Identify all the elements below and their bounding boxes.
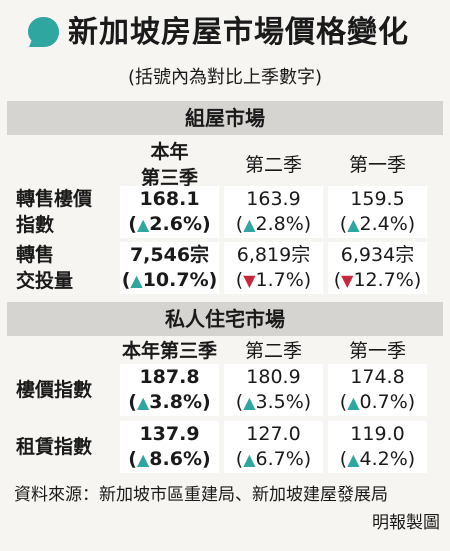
index-value: 174.8 — [350, 366, 405, 388]
triangle-down-icon: ▼ — [341, 271, 354, 290]
quarter-change: (▼1.7%) — [235, 269, 312, 291]
triangle-up-icon: ▲ — [136, 215, 150, 234]
index-value: 7,546宗 — [129, 244, 210, 266]
quarter-change: (▼12.7%) — [333, 269, 422, 291]
hdb-column-header: 第二季 — [244, 154, 302, 176]
private-value-cell: 137.9 (▲8.6%) — [120, 421, 219, 473]
private-value-cell: 180.9 (▲3.5%) — [224, 364, 323, 416]
quarter-change: (▲3.8%) — [128, 391, 211, 413]
index-value: 137.9 — [139, 423, 200, 445]
title-bar: 新加坡房屋市場價格變化 — [0, 0, 450, 74]
private-column-header: 第一季 — [348, 340, 406, 362]
triangle-down-icon: ▼ — [243, 271, 256, 290]
index-value: 180.9 — [246, 366, 301, 388]
private-column-header: 第二季 — [244, 340, 302, 362]
hdb-row-label: 轉售 交投量 — [16, 244, 74, 292]
hdb-column-header: 本年 第三季 — [140, 141, 198, 189]
page-title: 新加坡房屋市場價格變化 — [68, 15, 409, 50]
change-percent: 10.7% — [142, 269, 209, 291]
index-value: 119.0 — [350, 423, 405, 445]
hdb-value-cell: 6,934宗 (▼12.7%) — [328, 242, 427, 294]
triangle-up-icon: ▲ — [243, 215, 256, 234]
private-value-cell: 187.8 (▲3.8%) — [120, 364, 219, 416]
index-value: 159.5 — [350, 188, 405, 210]
quarter-change: (▲3.5%) — [235, 391, 312, 413]
source-note: 資料來源：新加坡市區重建局、新加坡建屋發展局 — [14, 485, 388, 505]
triangle-up-icon: ▲ — [136, 393, 150, 412]
hdb-value-cell: 163.9 (▲2.8%) — [224, 186, 323, 238]
quarter-change: (▲8.6%) — [128, 448, 211, 470]
graphic-credit: 明報製圖 — [372, 513, 440, 533]
change-percent: 2.8% — [255, 213, 304, 235]
quarter-change: (▲2.8%) — [235, 213, 312, 235]
quarter-change: (▲10.7%) — [121, 269, 218, 291]
speech-bubble-icon — [28, 17, 59, 47]
triangle-up-icon: ▲ — [243, 450, 256, 469]
triangle-up-icon: ▲ — [347, 393, 360, 412]
change-percent: 8.6% — [149, 448, 202, 470]
triangle-up-icon: ▲ — [347, 450, 360, 469]
hdb-value-cell: 6,819宗 (▼1.7%) — [224, 242, 323, 294]
hdb-column-header: 第一季 — [348, 154, 406, 176]
change-percent: 3.5% — [255, 391, 304, 413]
triangle-up-icon: ▲ — [136, 450, 150, 469]
index-value: 127.0 — [246, 423, 301, 445]
private-row-label: 租賃指數 — [16, 436, 93, 458]
index-value: 163.9 — [246, 188, 301, 210]
hdb-value-cell: 7,546宗 (▲10.7%) — [120, 242, 219, 294]
triangle-up-icon: ▲ — [243, 393, 256, 412]
change-percent: 12.7% — [353, 269, 414, 291]
index-value: 6,934宗 — [340, 244, 415, 266]
page-subtitle: (括號內為對比上季數字) — [127, 67, 323, 88]
hdb-value-cell: 168.1 (▲2.6%) — [120, 186, 219, 238]
change-percent: 1.7% — [255, 269, 304, 291]
index-value: 6,819宗 — [236, 244, 311, 266]
index-value: 187.8 — [139, 366, 200, 388]
change-percent: 0.7% — [359, 391, 408, 413]
private-section-header: 私人住宅市場 — [7, 302, 443, 336]
change-percent: 3.8% — [149, 391, 202, 413]
change-percent: 6.7% — [255, 448, 304, 470]
triangle-up-icon: ▲ — [347, 215, 360, 234]
quarter-change: (▲2.4%) — [339, 213, 416, 235]
quarter-change: (▲4.2%) — [339, 448, 416, 470]
quarter-change: (▲0.7%) — [339, 391, 416, 413]
quarter-change: (▲2.6%) — [128, 213, 211, 235]
hdb-section-header: 組屋市場 — [7, 101, 443, 135]
private-value-cell: 119.0 (▲4.2%) — [328, 421, 427, 473]
private-value-cell: 174.8 (▲0.7%) — [328, 364, 427, 416]
change-percent: 2.4% — [359, 213, 408, 235]
quarter-change: (▲6.7%) — [235, 448, 312, 470]
index-value: 168.1 — [139, 188, 200, 210]
private-row-label: 樓價指數 — [16, 379, 93, 401]
hdb-row-label: 轉售樓價 指數 — [16, 188, 93, 236]
private-column-header: 本年第三季 — [121, 340, 217, 362]
change-percent: 2.6% — [149, 213, 202, 235]
change-percent: 4.2% — [359, 448, 408, 470]
hdb-value-cell: 159.5 (▲2.4%) — [328, 186, 427, 238]
private-value-cell: 127.0 (▲6.7%) — [224, 421, 323, 473]
triangle-up-icon: ▲ — [130, 271, 143, 290]
